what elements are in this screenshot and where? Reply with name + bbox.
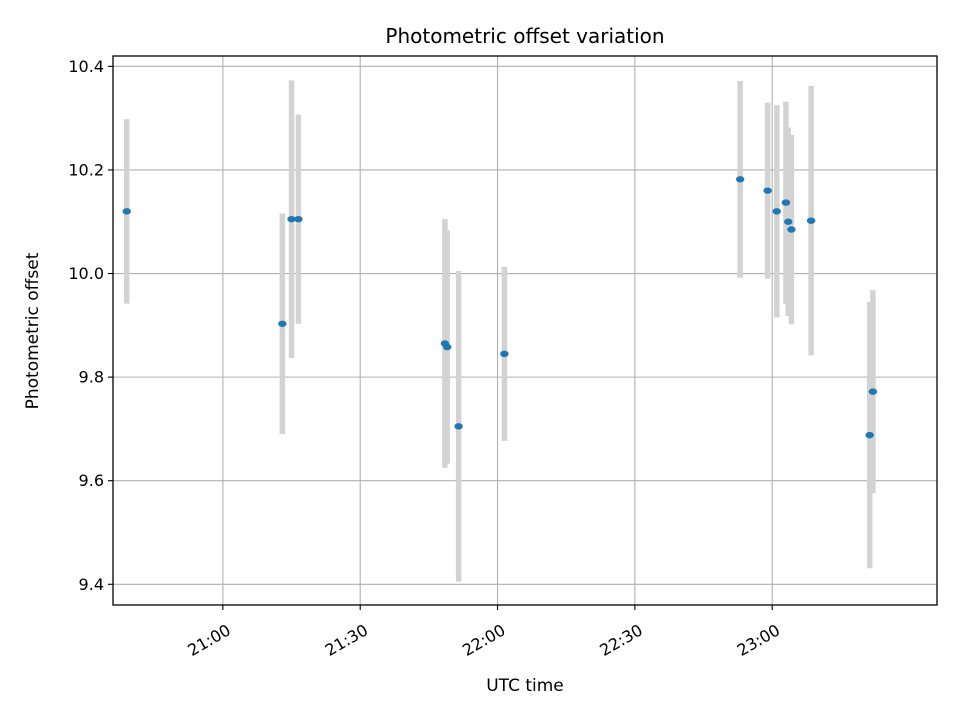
data-point (763, 187, 772, 194)
y-axis-label: Photometric offset (23, 252, 43, 409)
plot-frame (112, 55, 938, 606)
data-point (735, 176, 745, 183)
data-point (781, 199, 791, 206)
data-point (278, 320, 287, 327)
y-axis: 9.4 9.6 9.8 10.0 10.2 10.4 (68, 57, 113, 594)
y-tick-label: 9.6 (79, 471, 104, 490)
data-point (287, 215, 296, 223)
y-tick-label: 9.8 (79, 368, 104, 387)
data-point (868, 388, 878, 395)
data-point (500, 350, 509, 358)
data-point (122, 208, 131, 215)
y-tick-label: 10.4 (68, 57, 104, 76)
y-tick-label: 9.4 (79, 575, 104, 594)
y-tick-label: 10.0 (68, 264, 104, 283)
data-point (294, 215, 303, 223)
grid (113, 56, 937, 605)
data-points (122, 176, 878, 439)
data-point (806, 217, 816, 224)
x-axis-label: UTC time (486, 676, 564, 696)
data-point (442, 343, 452, 351)
data-point (784, 218, 793, 225)
data-point (772, 208, 781, 215)
data-point (787, 226, 796, 233)
data-point (454, 423, 463, 430)
y-tick-label: 10.2 (68, 160, 104, 179)
chart-title: Photometric offset variation (385, 24, 664, 48)
data-point (865, 431, 874, 439)
